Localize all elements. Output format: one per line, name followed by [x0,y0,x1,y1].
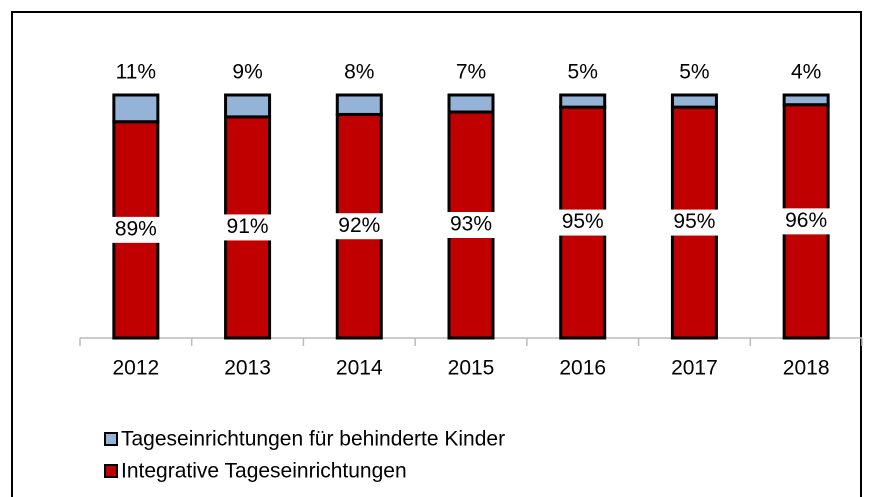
data-label: 95% [562,210,604,233]
data-label: 96% [785,209,827,232]
label-bg [777,208,836,235]
x-tick-label: 2018 [783,357,830,380]
data-label: 5% [568,61,598,84]
bar-segment [559,93,607,109]
legend-swatch [104,432,118,446]
label-bg [553,209,612,236]
data-label: 5% [679,61,709,84]
legend-label: Tageseinrichtungen für behinderte Kinder [121,428,505,451]
data-label: 91% [227,215,269,238]
legend-swatch [104,464,118,478]
bar-segment [224,93,272,119]
data-label: 93% [450,213,492,236]
data-label: 8% [344,61,374,84]
label-bg [442,212,500,239]
data-label: 7% [456,61,486,84]
data-label: 11% [116,61,156,84]
bar-segment [447,93,495,114]
bar-segment [112,93,160,124]
x-tick-label: 2012 [112,357,159,380]
label-bg [330,213,389,240]
label-bg [218,214,277,241]
data-label: 95% [673,210,715,233]
data-label: 4% [791,61,821,84]
legend-label: Integrative Tageseinrichtungen [121,460,407,483]
bar-segment [670,93,718,109]
bar-segment [782,93,830,107]
x-tick-label: 2014 [336,357,383,380]
x-tick-label: 2017 [671,357,718,380]
frame [11,11,862,497]
label-bg [106,216,165,243]
bar-segment [335,93,383,116]
data-label: 89% [115,217,157,240]
data-label: 92% [338,214,380,237]
label-bg [665,209,724,236]
x-tick-label: 2015 [448,357,495,380]
data-label: 9% [232,61,262,84]
x-tick-label: 2013 [224,357,271,380]
x-tick-label: 2016 [559,357,606,380]
